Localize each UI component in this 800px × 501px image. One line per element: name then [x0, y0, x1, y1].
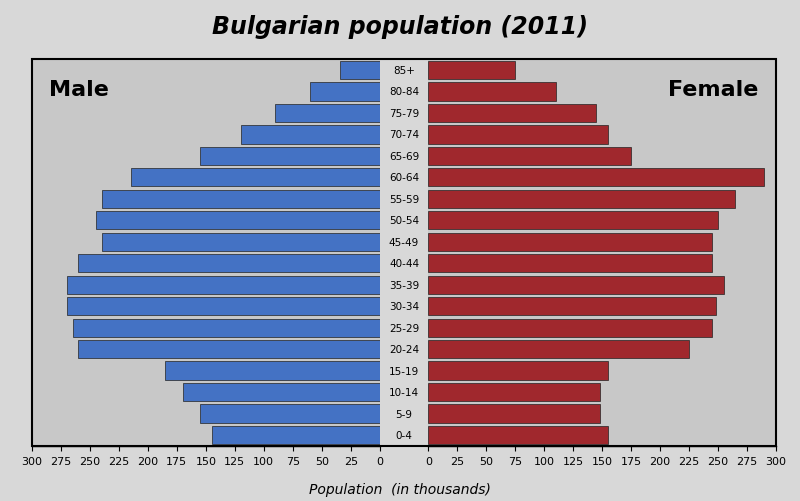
Text: Female: Female — [668, 79, 758, 99]
Bar — [66, 298, 380, 316]
Bar — [130, 169, 380, 187]
Text: 55-59: 55-59 — [389, 194, 419, 204]
Bar — [428, 212, 718, 230]
Bar — [275, 105, 380, 123]
Bar — [428, 298, 716, 316]
Bar — [428, 147, 631, 166]
Bar — [428, 319, 712, 337]
Text: Bulgarian population (2011): Bulgarian population (2011) — [212, 15, 588, 39]
Text: 0-4: 0-4 — [395, 430, 413, 440]
Text: 10-14: 10-14 — [389, 387, 419, 397]
Bar — [96, 212, 380, 230]
Bar — [428, 83, 556, 101]
Text: 75-79: 75-79 — [389, 109, 419, 119]
Text: Population  (in thousands): Population (in thousands) — [309, 482, 491, 496]
Bar — [241, 126, 380, 144]
Text: 30-34: 30-34 — [389, 302, 419, 312]
Text: 35-39: 35-39 — [389, 280, 419, 290]
Bar — [428, 255, 712, 273]
Bar — [428, 190, 735, 208]
Bar — [66, 276, 380, 294]
Text: 5-9: 5-9 — [395, 409, 413, 419]
Text: 20-24: 20-24 — [389, 345, 419, 354]
Bar — [182, 383, 380, 401]
Text: 50-54: 50-54 — [389, 216, 419, 226]
Bar — [428, 362, 608, 380]
Text: 45-49: 45-49 — [389, 237, 419, 247]
Bar — [166, 362, 380, 380]
Text: 60-64: 60-64 — [389, 173, 419, 183]
Text: 40-44: 40-44 — [389, 259, 419, 269]
Bar — [200, 405, 380, 423]
Bar — [73, 319, 380, 337]
Text: 85+: 85+ — [393, 66, 415, 76]
Bar — [428, 426, 608, 444]
Bar — [310, 83, 380, 101]
Bar — [428, 383, 600, 401]
Bar — [428, 169, 765, 187]
Text: 25-29: 25-29 — [389, 323, 419, 333]
Bar — [428, 233, 712, 252]
Text: 65-69: 65-69 — [389, 152, 419, 161]
Bar — [428, 105, 596, 123]
Text: 15-19: 15-19 — [389, 366, 419, 376]
Bar — [428, 62, 515, 80]
Bar — [428, 276, 724, 294]
Bar — [212, 426, 380, 444]
Bar — [102, 190, 380, 208]
Bar — [428, 126, 608, 144]
Text: 80-84: 80-84 — [389, 87, 419, 97]
Bar — [428, 340, 689, 359]
Bar — [428, 405, 600, 423]
Bar — [78, 255, 380, 273]
Bar — [200, 147, 380, 166]
Bar — [102, 233, 380, 252]
Bar — [340, 62, 380, 80]
Text: 70-74: 70-74 — [389, 130, 419, 140]
Bar — [78, 340, 380, 359]
Text: Male: Male — [50, 79, 110, 99]
